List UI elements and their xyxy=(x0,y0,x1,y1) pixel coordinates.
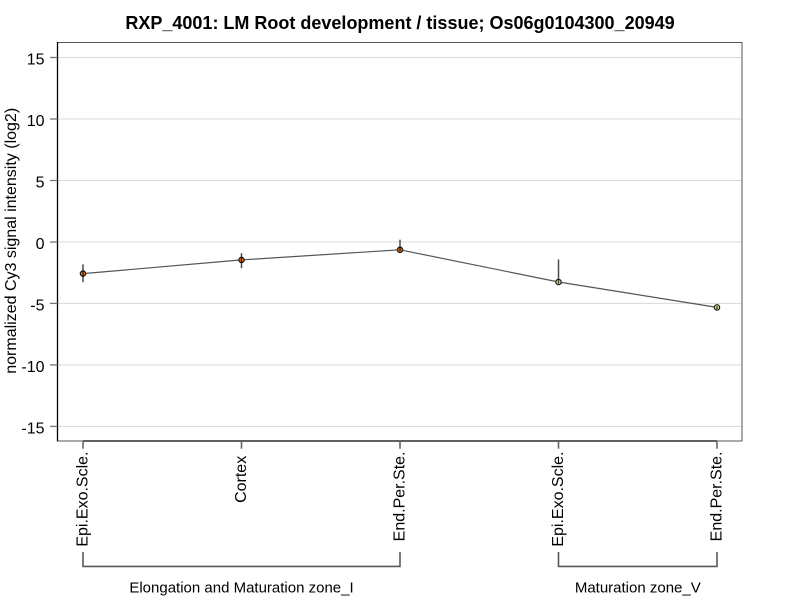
svg-text:-15: -15 xyxy=(21,420,44,437)
svg-text:Elongation and Maturation zone: Elongation and Maturation zone_I xyxy=(129,580,353,597)
svg-text:5: 5 xyxy=(36,175,45,192)
svg-text:Cortex: Cortex xyxy=(233,456,250,503)
svg-text:Maturation zone_V: Maturation zone_V xyxy=(575,580,701,597)
svg-text:End.Per.Ste.: End.Per.Ste. xyxy=(709,452,726,542)
svg-text:0: 0 xyxy=(36,236,45,253)
svg-text:End.Per.Ste.: End.Per.Ste. xyxy=(392,452,409,542)
svg-text:normalized Cy3 signal intensit: normalized Cy3 signal intensity (log2) xyxy=(3,108,20,374)
svg-text:15: 15 xyxy=(27,52,45,69)
svg-text:-5: -5 xyxy=(30,297,44,314)
svg-text:10: 10 xyxy=(27,113,45,130)
svg-text:RXP_4001: LM Root development: RXP_4001: LM Root development / tissue; … xyxy=(125,13,674,33)
svg-text:Epi.Exo.Scle.: Epi.Exo.Scle. xyxy=(75,452,92,547)
svg-text:-10: -10 xyxy=(21,359,44,376)
svg-text:Epi.Exo.Scle.: Epi.Exo.Scle. xyxy=(550,452,567,547)
